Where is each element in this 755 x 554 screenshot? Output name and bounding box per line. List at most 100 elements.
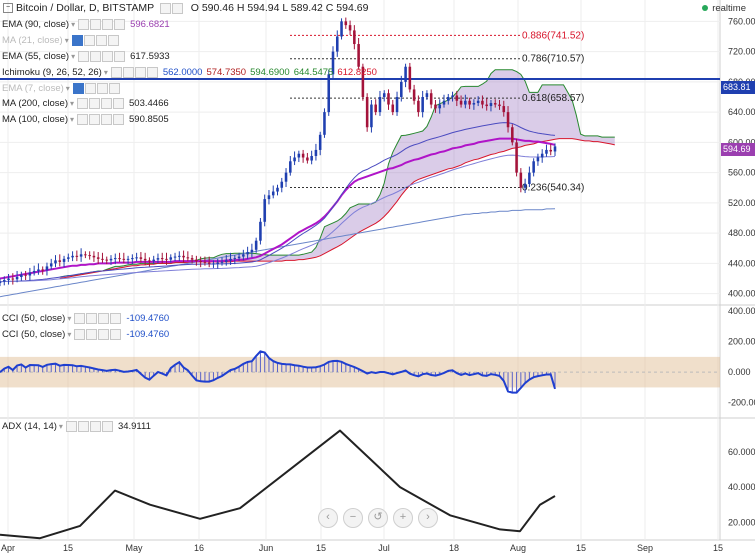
visibility-icon[interactable] <box>86 313 98 324</box>
legend-buttons[interactable] <box>71 35 120 46</box>
settings-icon[interactable] <box>78 19 90 30</box>
settings-icon[interactable] <box>65 421 77 432</box>
chevron-down-icon[interactable]: ▾ <box>70 99 75 109</box>
chevron-down-icon[interactable]: ▾ <box>71 20 76 30</box>
lock-icon[interactable] <box>102 51 114 62</box>
close-icon[interactable] <box>113 98 125 109</box>
close-icon[interactable] <box>114 51 126 62</box>
legend-buttons[interactable] <box>72 83 121 94</box>
close-icon[interactable] <box>110 329 122 340</box>
lock-icon[interactable] <box>102 19 114 30</box>
legend-ema55[interactable]: EMA (55, close) ▾ 617.5933 <box>2 51 170 62</box>
visibility-icon[interactable] <box>89 98 101 109</box>
candle-body <box>220 261 224 263</box>
reset-button[interactable]: ↺ <box>368 508 388 528</box>
legend-buttons[interactable] <box>110 67 159 78</box>
candles[interactable] <box>0 17 557 287</box>
candle-body <box>165 258 168 260</box>
legend-buttons[interactable] <box>77 114 125 125</box>
visibility-icon[interactable] <box>77 421 89 432</box>
visibility-icon[interactable] <box>90 51 102 62</box>
settings-icon[interactable] <box>77 114 89 125</box>
legend-buttons[interactable] <box>77 98 125 109</box>
close-icon[interactable] <box>101 421 113 432</box>
visibility-icon[interactable] <box>89 114 101 125</box>
lock-icon[interactable] <box>101 114 113 125</box>
chevron-down-icon[interactable]: ▾ <box>67 330 72 340</box>
ichimoku-conversion: 562.0000 <box>162 67 203 79</box>
legend-name: CCI (50, close) <box>2 313 66 325</box>
legend-cci-2[interactable]: CCI (50, close) ▾ -109.4760 <box>2 329 169 340</box>
lock-icon[interactable] <box>89 421 101 432</box>
legend-buttons[interactable] <box>78 19 126 30</box>
settings-icon[interactable] <box>74 329 86 340</box>
settings-icon[interactable] <box>74 313 86 324</box>
chevron-down-icon[interactable]: ▾ <box>70 115 75 125</box>
pane-frames <box>0 0 755 541</box>
chevron-down-icon[interactable]: ▾ <box>64 36 69 46</box>
lock-icon[interactable] <box>134 67 146 78</box>
legend-adx[interactable]: ADX (14, 14) ▾ 34.9111 <box>2 421 151 432</box>
candle-body <box>259 221 262 241</box>
visibility-icon[interactable] <box>171 2 183 14</box>
visibility-icon[interactable] <box>122 67 134 78</box>
close-icon[interactable] <box>107 35 119 46</box>
legend-buttons[interactable] <box>78 51 126 62</box>
close-icon[interactable] <box>110 313 122 324</box>
legend-cci-1[interactable]: CCI (50, close) ▾ -109.4760 <box>2 313 169 324</box>
legend-buttons[interactable] <box>74 329 122 340</box>
legend-buttons[interactable] <box>74 313 122 324</box>
chevron-down-icon[interactable]: ▾ <box>65 84 70 94</box>
zoom-in-button[interactable]: + <box>393 508 413 528</box>
candle-body <box>84 254 87 256</box>
legend-ema7[interactable]: EMA (7, close) ▾ <box>2 83 121 94</box>
legend-ema90[interactable]: EMA (90, close) ▾ 596.6821 <box>2 19 170 30</box>
legend-ma21[interactable]: MA (21, close) ▾ <box>2 35 120 46</box>
candle-body <box>485 104 488 107</box>
candle-body <box>549 149 553 152</box>
close-icon[interactable] <box>114 19 126 30</box>
lock-icon[interactable] <box>98 313 110 324</box>
chevron-down-icon[interactable]: ▾ <box>58 422 63 432</box>
settings-icon[interactable] <box>83 35 95 46</box>
hidden-toggle-icon[interactable] <box>71 35 83 46</box>
legend-ma200[interactable]: MA (200, close) ▾ 503.4466 <box>2 98 169 109</box>
lock-icon[interactable] <box>101 98 113 109</box>
collapse-icon[interactable]: − <box>3 3 13 14</box>
candle-body <box>481 100 484 105</box>
hidden-toggle-icon[interactable] <box>72 83 84 94</box>
chevron-down-icon[interactable]: ▾ <box>67 314 72 324</box>
chart-navigation[interactable]: ‹ − ↺ + › <box>318 508 443 528</box>
chevron-down-icon[interactable]: ▾ <box>103 68 108 78</box>
lock-icon[interactable] <box>96 83 108 94</box>
candle-body <box>340 21 343 37</box>
settings-icon[interactable] <box>84 83 96 94</box>
close-icon[interactable] <box>146 67 158 78</box>
candle-body <box>280 181 284 188</box>
settings-icon[interactable] <box>159 2 171 14</box>
candle-body <box>489 103 493 107</box>
close-icon[interactable] <box>108 83 120 94</box>
scroll-left-button[interactable]: ‹ <box>318 508 338 528</box>
scroll-right-button[interactable]: › <box>418 508 438 528</box>
lock-icon[interactable] <box>95 35 107 46</box>
settings-icon[interactable] <box>77 98 89 109</box>
visibility-icon[interactable] <box>86 329 98 340</box>
chevron-down-icon[interactable]: ▾ <box>71 52 76 62</box>
settings-icon[interactable] <box>78 51 90 62</box>
candle-body <box>374 104 377 113</box>
candle-body <box>263 199 266 222</box>
zoom-out-button[interactable]: − <box>343 508 363 528</box>
lock-icon[interactable] <box>98 329 110 340</box>
candle-body <box>498 104 501 107</box>
time-axis[interactable]: Apr 15 May 16 Jun 15 Jul 18 Aug 15 Sep 15 <box>1 543 723 553</box>
close-icon[interactable] <box>113 114 125 125</box>
price-tick-label: 520.00 <box>728 198 755 208</box>
legend-buttons[interactable] <box>65 421 114 432</box>
legend-ma100[interactable]: MA (100, close) ▾ 590.8505 <box>2 114 169 125</box>
settings-icon[interactable] <box>110 67 122 78</box>
visibility-icon[interactable] <box>90 19 102 30</box>
legend-ichimoku[interactable]: Ichimoku (9, 26, 52, 26) ▾ 562.0000 574.735… <box>2 67 377 78</box>
symbol-buttons[interactable] <box>159 2 184 14</box>
